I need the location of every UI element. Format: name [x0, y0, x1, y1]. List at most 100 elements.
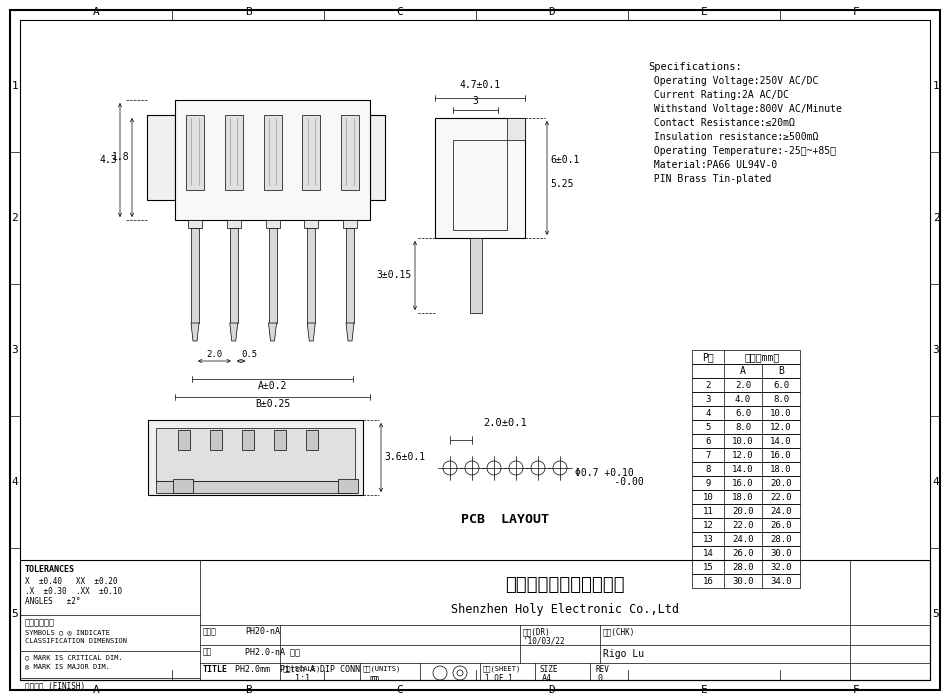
Text: 22.0: 22.0 — [770, 493, 791, 501]
Bar — [147, 115, 175, 200]
Text: 20.0: 20.0 — [732, 507, 753, 515]
Text: 11: 11 — [703, 507, 713, 515]
Text: 8.0: 8.0 — [773, 395, 789, 403]
Text: 审核(CHK): 审核(CHK) — [603, 627, 636, 636]
Bar — [692, 420, 800, 434]
Text: PCB  LAYOUT: PCB LAYOUT — [461, 513, 549, 526]
Text: Contact Resistance:≤20mΩ: Contact Resistance:≤20mΩ — [648, 118, 795, 128]
Bar — [186, 115, 204, 190]
Text: TITLE: TITLE — [203, 665, 228, 674]
Text: .X  ±0.30  .XX  ±0.10: .X ±0.30 .XX ±0.10 — [25, 587, 123, 596]
Text: C: C — [397, 685, 404, 695]
Bar — [20, 560, 930, 680]
Text: C: C — [397, 7, 404, 17]
Polygon shape — [346, 323, 354, 341]
Text: 26.0: 26.0 — [732, 549, 753, 557]
Text: 4.7±0.1: 4.7±0.1 — [460, 80, 501, 90]
Text: P数: P数 — [702, 352, 713, 362]
Text: 2.0: 2.0 — [206, 350, 222, 359]
Text: 4: 4 — [933, 477, 940, 487]
Text: 5.25: 5.25 — [550, 179, 574, 189]
Text: REV: REV — [595, 665, 609, 674]
Text: ANGLES   ±2°: ANGLES ±2° — [25, 597, 81, 606]
Text: 3±0.15: 3±0.15 — [377, 270, 412, 281]
Text: 8: 8 — [705, 465, 711, 473]
Bar — [338, 479, 358, 493]
Text: 检验尺寸标示: 检验尺寸标示 — [25, 618, 55, 627]
Text: 4: 4 — [705, 409, 711, 417]
Text: 表面处理 (FINISH): 表面处理 (FINISH) — [25, 681, 86, 690]
Polygon shape — [307, 323, 315, 341]
Text: A: A — [93, 7, 100, 17]
Bar — [269, 228, 276, 323]
Text: 12.0: 12.0 — [732, 451, 753, 459]
Text: 0.5: 0.5 — [241, 350, 257, 359]
Bar — [307, 228, 315, 323]
Text: 14.0: 14.0 — [732, 465, 753, 473]
Text: 20.0: 20.0 — [770, 479, 791, 487]
Text: 16: 16 — [703, 577, 713, 585]
Text: 22.0: 22.0 — [732, 521, 753, 529]
Bar — [692, 364, 800, 378]
Text: 3.6±0.1: 3.6±0.1 — [384, 452, 426, 463]
Text: A4: A4 — [542, 674, 552, 683]
Bar — [304, 220, 318, 228]
Text: ◎ MARK IS MAJOR DIM.: ◎ MARK IS MAJOR DIM. — [25, 663, 110, 669]
Text: 10.0: 10.0 — [732, 437, 753, 445]
Text: -0.00: -0.00 — [585, 477, 644, 487]
Text: 张数(SHEET): 张数(SHEET) — [483, 665, 522, 671]
Text: 18.0: 18.0 — [770, 465, 791, 473]
Text: 1: 1 — [11, 81, 18, 91]
Text: 32.0: 32.0 — [770, 563, 791, 571]
Text: B: B — [245, 685, 252, 695]
Bar — [692, 378, 800, 392]
Bar — [175, 100, 370, 220]
Text: D: D — [549, 685, 556, 695]
Text: 1 OF 1: 1 OF 1 — [485, 674, 513, 683]
Text: 18.0: 18.0 — [732, 493, 753, 501]
Bar — [148, 420, 363, 495]
Bar — [692, 434, 800, 448]
Text: A: A — [740, 366, 746, 376]
Text: 30.0: 30.0 — [732, 577, 753, 585]
Text: 2: 2 — [705, 381, 711, 389]
Bar — [692, 490, 800, 504]
Text: 4.3: 4.3 — [100, 155, 117, 165]
Text: Current Rating:2A AC/DC: Current Rating:2A AC/DC — [648, 90, 789, 100]
Bar — [692, 392, 800, 406]
Text: 15: 15 — [703, 563, 713, 571]
Text: D: D — [549, 7, 556, 17]
Bar — [302, 115, 320, 190]
Bar — [341, 115, 359, 190]
Text: Specifications:: Specifications: — [648, 62, 742, 72]
Text: E: E — [700, 685, 708, 695]
Bar — [692, 350, 800, 364]
Text: Material:PA66 UL94V-0: Material:PA66 UL94V-0 — [648, 160, 777, 170]
Bar — [692, 560, 800, 574]
Bar — [692, 574, 800, 588]
Text: 13: 13 — [703, 535, 713, 543]
Text: 2.0: 2.0 — [735, 381, 751, 389]
Text: 深圳市宏利电子有限公司: 深圳市宏利电子有限公司 — [505, 576, 625, 594]
Text: 4.0: 4.0 — [735, 395, 751, 403]
Text: 6: 6 — [705, 437, 711, 445]
Bar — [191, 228, 199, 323]
Text: 24.0: 24.0 — [732, 535, 753, 543]
Text: 5: 5 — [705, 423, 711, 431]
Text: A±0.2: A±0.2 — [257, 381, 287, 391]
Bar — [453, 140, 507, 230]
Bar — [692, 546, 800, 560]
Text: 8.0: 8.0 — [735, 423, 751, 431]
Polygon shape — [191, 323, 199, 341]
Text: mm: mm — [370, 674, 380, 683]
Bar — [263, 115, 281, 190]
Text: F: F — [853, 7, 860, 17]
Text: 5: 5 — [933, 609, 940, 619]
Text: TOLERANCES: TOLERANCES — [25, 565, 75, 574]
Bar — [274, 430, 286, 450]
Text: 16.0: 16.0 — [770, 451, 791, 459]
Bar — [178, 430, 190, 450]
Text: 12.0: 12.0 — [770, 423, 791, 431]
Text: 比例(SCALE): 比例(SCALE) — [283, 665, 321, 671]
Text: 14.0: 14.0 — [770, 437, 791, 445]
